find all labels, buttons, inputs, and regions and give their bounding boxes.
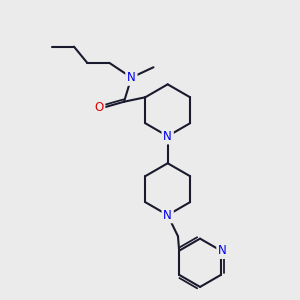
Text: N: N	[163, 130, 172, 143]
Text: N: N	[218, 244, 227, 257]
Text: O: O	[94, 101, 103, 114]
Text: N: N	[163, 208, 172, 222]
Text: N: N	[127, 71, 136, 84]
